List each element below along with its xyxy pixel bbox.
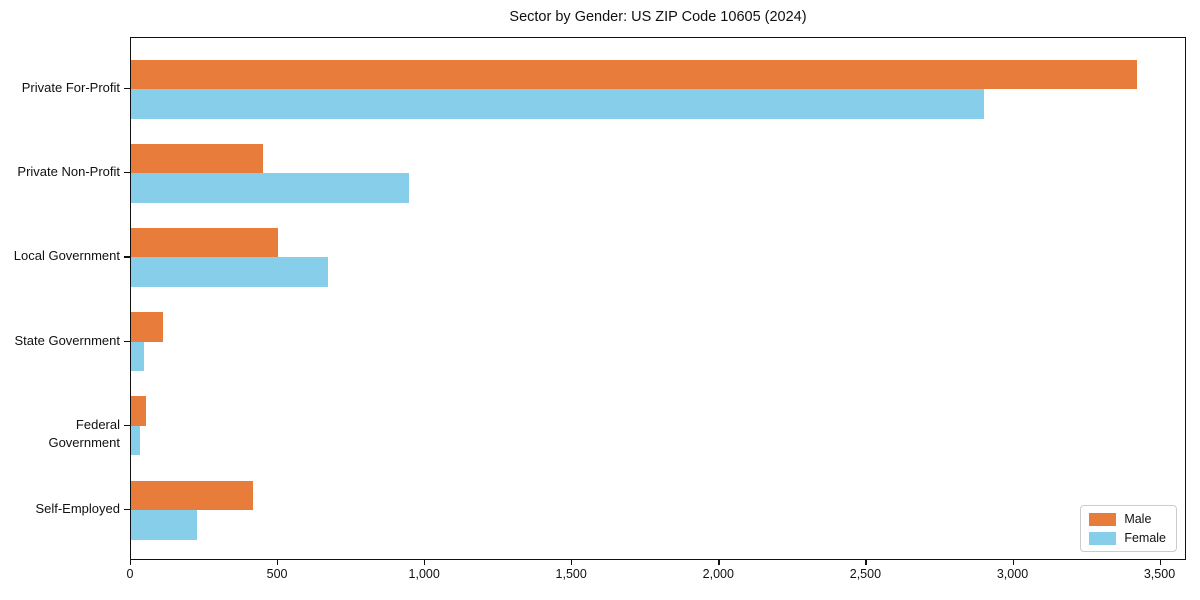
bar-male-1 — [131, 143, 264, 174]
chart-title: Sector by Gender: US ZIP Code 10605 (202… — [509, 9, 807, 25]
category-label-0: Private For-Profit — [21, 80, 120, 95]
x-tick — [424, 560, 426, 565]
x-tick — [130, 560, 132, 565]
legend-item-female: Female — [1089, 531, 1166, 545]
bar-male-4 — [131, 396, 146, 426]
x-tick — [277, 560, 279, 565]
x-tick-label-1: 500 — [266, 567, 288, 581]
bar-male-0 — [131, 59, 1137, 89]
bar-female-3 — [131, 341, 145, 372]
x-tick-label-6: 3,000 — [996, 567, 1029, 581]
x-tick-label-2: 1,000 — [408, 567, 440, 581]
y-tick — [124, 340, 130, 342]
y-tick — [124, 256, 130, 258]
bar-female-5 — [131, 510, 198, 540]
bar-female-4 — [131, 425, 140, 456]
category-label-3: State Government — [14, 332, 121, 348]
x-tick — [718, 560, 720, 565]
plot-area: Male Female — [130, 37, 1186, 560]
y-tick — [124, 424, 130, 427]
bar-male-5 — [131, 480, 254, 510]
x-tick-label-4: 2,000 — [702, 567, 734, 581]
category-label-1: Private Non-Profit — [17, 164, 120, 180]
bar-male-2 — [131, 227, 279, 258]
category-label-2: Local Government — [13, 248, 120, 264]
y-tick — [124, 172, 130, 174]
legend-swatch-male — [1089, 512, 1117, 526]
x-tick — [865, 560, 867, 565]
x-tick — [1159, 560, 1161, 565]
y-tick — [124, 509, 130, 511]
bar-female-0 — [131, 89, 984, 119]
bar-female-1 — [131, 173, 409, 203]
legend-item-male: Male — [1089, 512, 1166, 526]
legend-label-male: Male — [1124, 512, 1152, 526]
x-tick — [1012, 560, 1014, 565]
x-tick-label-7: 3,500 — [1143, 567, 1176, 581]
bar-male-3 — [131, 312, 164, 342]
y-tick — [124, 88, 130, 90]
x-tick-label-3: 1,500 — [555, 567, 587, 581]
legend: Male Female — [1080, 505, 1177, 552]
category-label-5: Self-Employed — [35, 501, 120, 516]
x-tick-label-5: 2,500 — [849, 567, 882, 581]
x-tick — [571, 560, 573, 565]
bar-female-2 — [131, 257, 329, 287]
legend-label-female: Female — [1124, 531, 1166, 545]
x-tick-label-0: 0 — [126, 567, 134, 581]
category-label-4: Federal Government — [48, 416, 120, 450]
legend-swatch-female — [1089, 531, 1117, 545]
